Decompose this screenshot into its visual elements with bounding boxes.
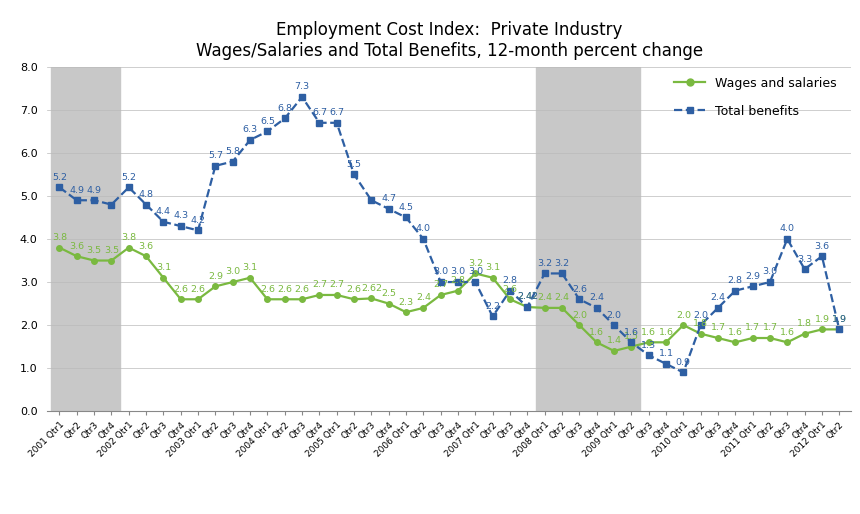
Text: 2.6: 2.6 — [277, 285, 292, 293]
Title: Employment Cost Index:  Private Industry
Wages/Salaries and Total Benefits, 12-m: Employment Cost Index: Private Industry … — [196, 21, 703, 60]
Text: 2.2: 2.2 — [485, 302, 501, 311]
Text: 1.3: 1.3 — [641, 341, 656, 350]
Text: 2.0: 2.0 — [572, 310, 587, 320]
Text: 1.7: 1.7 — [710, 323, 726, 333]
Text: 6.7: 6.7 — [312, 108, 327, 117]
Text: 1.7: 1.7 — [763, 323, 777, 333]
Text: 4.2: 4.2 — [191, 216, 206, 225]
Text: 4.3: 4.3 — [173, 211, 188, 221]
Text: 5.7: 5.7 — [208, 151, 223, 160]
Text: 1.7: 1.7 — [745, 323, 760, 333]
Text: 2.6: 2.6 — [260, 285, 275, 293]
Text: 2.6: 2.6 — [347, 285, 361, 293]
Text: 0.9: 0.9 — [676, 358, 691, 367]
Text: 3.0: 3.0 — [225, 267, 240, 277]
Text: 3.0: 3.0 — [468, 267, 483, 277]
Text: 4.0: 4.0 — [416, 225, 431, 233]
Text: 2.9: 2.9 — [745, 272, 760, 281]
Text: 1.4: 1.4 — [606, 336, 622, 345]
Text: 3.8: 3.8 — [121, 233, 137, 242]
Text: 7.3: 7.3 — [294, 82, 310, 91]
Text: 2.42: 2.42 — [517, 292, 538, 301]
Text: 4.0: 4.0 — [780, 225, 795, 233]
Text: 1.9: 1.9 — [832, 315, 847, 324]
Text: 2.6: 2.6 — [173, 285, 188, 293]
Text: 2.0: 2.0 — [606, 310, 622, 320]
Text: 2.7: 2.7 — [433, 280, 448, 289]
Text: 1.9: 1.9 — [832, 315, 847, 324]
Text: 5.5: 5.5 — [347, 160, 361, 169]
Text: 2.7: 2.7 — [312, 280, 327, 289]
Text: 3.1: 3.1 — [485, 263, 501, 272]
Text: 3.0: 3.0 — [762, 267, 777, 277]
Text: 5.8: 5.8 — [225, 147, 240, 156]
Text: 5.2: 5.2 — [52, 173, 67, 182]
Text: 2.4: 2.4 — [538, 293, 552, 302]
Bar — [51, 67, 120, 411]
Text: 2.7: 2.7 — [329, 280, 344, 289]
Text: 6.7: 6.7 — [329, 108, 344, 117]
Text: 2.5: 2.5 — [381, 289, 396, 298]
Text: 5.2: 5.2 — [121, 173, 136, 182]
Text: 3.1: 3.1 — [156, 263, 171, 272]
Text: 3.0: 3.0 — [451, 267, 465, 277]
Text: 2.3: 2.3 — [398, 298, 414, 306]
Text: 1.8: 1.8 — [693, 319, 708, 328]
Legend: Wages and salaries, Total benefits: Wages and salaries, Total benefits — [674, 77, 837, 118]
Text: 3.5: 3.5 — [87, 246, 101, 255]
Text: 4.7: 4.7 — [381, 194, 396, 203]
Text: 1.1: 1.1 — [659, 349, 673, 358]
Text: 1.9: 1.9 — [814, 315, 829, 324]
Text: 1.5: 1.5 — [624, 332, 639, 341]
Text: 2.62: 2.62 — [361, 284, 382, 293]
Text: 4.9: 4.9 — [70, 186, 84, 195]
Text: 2.8: 2.8 — [502, 276, 518, 285]
Text: 3.0: 3.0 — [433, 267, 448, 277]
Text: 2.6: 2.6 — [502, 285, 518, 293]
Text: 4.9: 4.9 — [87, 186, 101, 195]
Text: 2.9: 2.9 — [208, 272, 223, 281]
Text: 4.5: 4.5 — [398, 203, 414, 212]
Text: 1.6: 1.6 — [780, 328, 795, 337]
Text: 3.2: 3.2 — [555, 259, 569, 268]
Text: 2.0: 2.0 — [693, 310, 708, 320]
Text: 2.6: 2.6 — [294, 285, 310, 293]
Text: 6.8: 6.8 — [277, 104, 292, 113]
Text: 3.6: 3.6 — [138, 242, 154, 251]
Text: 2.4: 2.4 — [589, 293, 605, 302]
Text: 3.1: 3.1 — [243, 263, 258, 272]
Text: 3.2: 3.2 — [538, 259, 552, 268]
Text: 1.6: 1.6 — [589, 328, 605, 337]
Text: 2.4: 2.4 — [710, 293, 726, 302]
Text: 1.6: 1.6 — [624, 328, 639, 337]
Text: 4.8: 4.8 — [138, 190, 154, 199]
Text: 2.8: 2.8 — [728, 276, 743, 285]
Text: 2.6: 2.6 — [572, 285, 587, 293]
Text: 2.4: 2.4 — [555, 293, 569, 302]
Text: 3.5: 3.5 — [104, 246, 119, 255]
Text: 2.6: 2.6 — [191, 285, 206, 293]
Bar — [536, 67, 640, 411]
Text: 1.8: 1.8 — [797, 319, 812, 328]
Text: 1.6: 1.6 — [728, 328, 743, 337]
Text: 6.5: 6.5 — [260, 117, 275, 126]
Text: 6.3: 6.3 — [243, 125, 258, 134]
Text: 3.6: 3.6 — [814, 242, 830, 251]
Text: 3.8: 3.8 — [52, 233, 67, 242]
Text: 3.6: 3.6 — [69, 242, 84, 251]
Text: 1.6: 1.6 — [642, 328, 656, 337]
Text: 1.6: 1.6 — [659, 328, 673, 337]
Text: 2.4: 2.4 — [416, 293, 431, 302]
Text: 4.4: 4.4 — [156, 207, 171, 216]
Text: 2.8: 2.8 — [451, 276, 465, 285]
Text: 3.3: 3.3 — [797, 254, 812, 264]
Text: 2.42: 2.42 — [517, 292, 538, 301]
Text: 3.2: 3.2 — [468, 259, 483, 268]
Text: 2.0: 2.0 — [676, 310, 691, 320]
